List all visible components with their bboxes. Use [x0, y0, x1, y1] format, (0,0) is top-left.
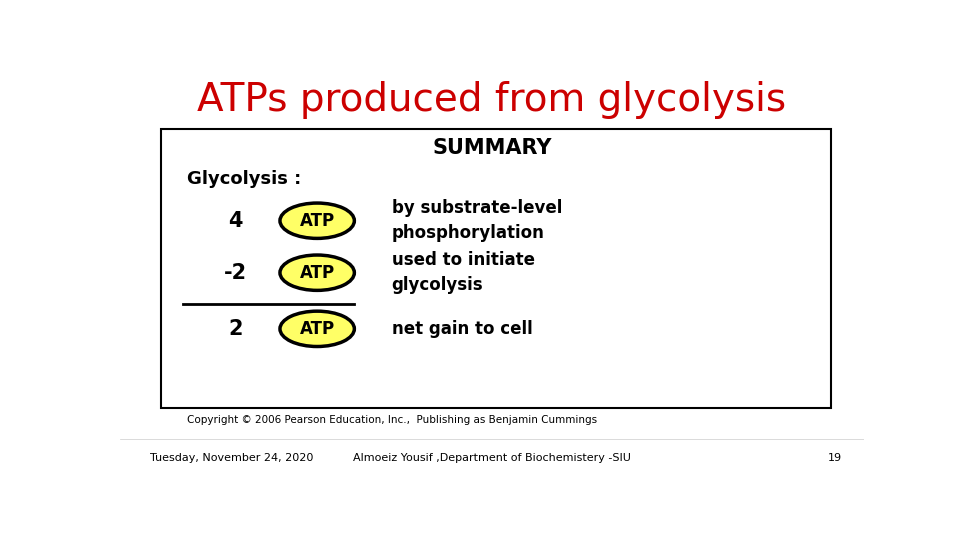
- Text: 2: 2: [228, 319, 243, 339]
- Ellipse shape: [280, 203, 354, 238]
- Text: used to initiate
glycolysis: used to initiate glycolysis: [392, 251, 535, 294]
- Text: Tuesday, November 24, 2020: Tuesday, November 24, 2020: [150, 453, 313, 463]
- Ellipse shape: [280, 311, 354, 347]
- Text: Glycolysis :: Glycolysis :: [187, 170, 301, 188]
- Text: by substrate-level
phosphorylation: by substrate-level phosphorylation: [392, 199, 562, 242]
- Text: ATP: ATP: [300, 320, 335, 338]
- FancyBboxPatch shape: [161, 129, 830, 408]
- Text: Copyright © 2006 Pearson Education, Inc.,  Publishing as Benjamin Cummings: Copyright © 2006 Pearson Education, Inc.…: [187, 415, 597, 426]
- Text: ATP: ATP: [300, 212, 335, 230]
- Text: 4: 4: [228, 211, 243, 231]
- Text: SUMMARY: SUMMARY: [432, 138, 552, 158]
- Text: ATP: ATP: [300, 264, 335, 282]
- Ellipse shape: [280, 255, 354, 291]
- Text: net gain to cell: net gain to cell: [392, 320, 532, 338]
- Text: -2: -2: [224, 262, 247, 283]
- Text: Almoeiz Yousif ,Department of Biochemistery -SIU: Almoeiz Yousif ,Department of Biochemist…: [353, 453, 631, 463]
- Text: 19: 19: [828, 453, 842, 463]
- Text: ATPs produced from glycolysis: ATPs produced from glycolysis: [198, 81, 786, 119]
